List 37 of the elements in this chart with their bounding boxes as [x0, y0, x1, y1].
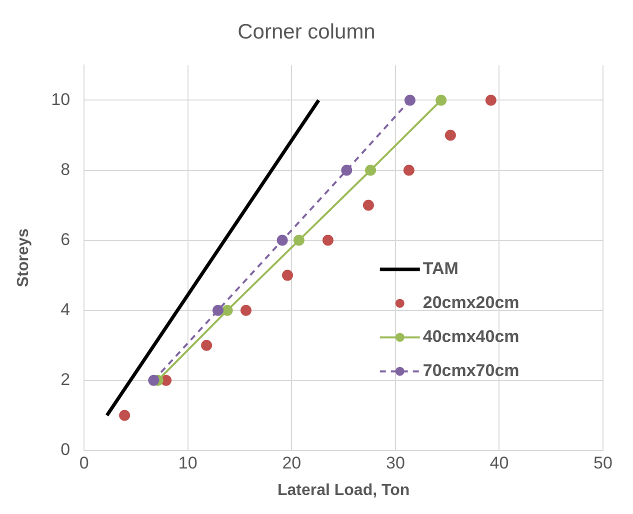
x-tick-label: 20	[282, 453, 302, 472]
point	[148, 374, 160, 386]
y-tick-label: 4	[60, 300, 70, 320]
point	[293, 234, 304, 246]
point	[282, 270, 294, 281]
y-tick-label: 10	[51, 90, 70, 109]
point	[403, 164, 414, 176]
point	[322, 234, 334, 246]
point	[365, 164, 376, 176]
point	[341, 164, 352, 176]
point	[404, 94, 416, 106]
x-tick-label: 10	[178, 453, 198, 472]
x-tick-label: 40	[490, 453, 509, 472]
x-tick-label: 0	[79, 453, 89, 472]
y-tick-label: 2	[60, 370, 70, 390]
y-tick-label: 6	[60, 230, 70, 249]
chart-title: Corner column	[238, 20, 376, 44]
legend-label: TAM	[422, 259, 458, 278]
point	[119, 410, 130, 421]
point	[485, 94, 496, 106]
point	[362, 200, 374, 211]
x-tick-label: 50	[594, 453, 612, 472]
point	[276, 234, 288, 246]
legend-label: 40cmx40cm	[422, 327, 520, 346]
legend-label: 20cmx20cm	[422, 293, 520, 312]
y-axis-title: Storeys	[15, 228, 32, 288]
y-tick-label: 8	[60, 160, 70, 179]
y-tick-label: 0	[60, 440, 70, 460]
point	[222, 304, 233, 316]
point	[212, 304, 224, 316]
point	[240, 304, 252, 316]
x-tick-label: 30	[386, 453, 405, 472]
x-axis-title: Lateral Load, Ton	[277, 482, 410, 499]
legend-label: 70cmx70cm	[422, 361, 520, 380]
point	[201, 340, 212, 351]
point	[436, 94, 447, 106]
point	[444, 130, 456, 141]
